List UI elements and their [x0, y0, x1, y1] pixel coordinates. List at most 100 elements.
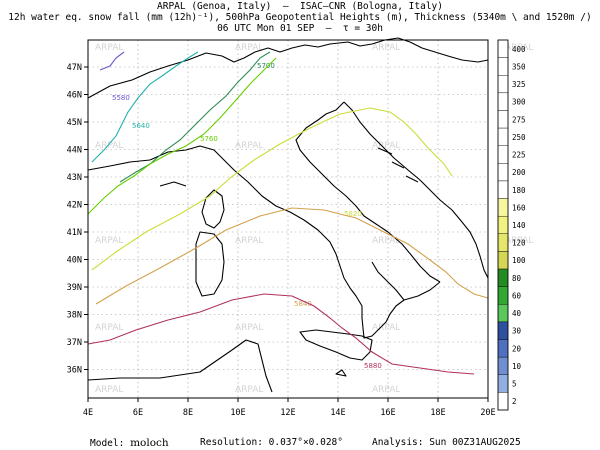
header-line-2: 12h water eq. snow fall (mm (12h)⁻¹), 50…	[8, 12, 592, 23]
colorbar-swatch	[497, 339, 509, 358]
lon-label: 6E	[133, 408, 143, 418]
header-line-1: ARPAL (Genoa, Italy) – ISAC–CNR (Bologna…	[157, 1, 443, 12]
colorbar-label: 400	[512, 45, 526, 54]
lat-label: 42N	[67, 201, 82, 211]
axis-labels: 4E 6E 8E 10E 12E 14E 16E 18E 20E 47N 46N 45N 44N 43N 4…	[67, 63, 496, 418]
contour-label: 5880	[364, 362, 382, 370]
lat-label: 38N	[67, 311, 82, 321]
watermark-text: ARPAL	[372, 385, 400, 395]
colorbar-swatch	[497, 392, 509, 411]
contour-label: 5580	[112, 94, 130, 102]
lat-label: 40N	[67, 256, 82, 266]
contour-label: 5840	[294, 300, 312, 308]
watermark-text: ARPAL	[95, 141, 123, 151]
colorbar-swatch	[497, 145, 509, 164]
lat-label: 46N	[67, 91, 82, 101]
watermark-text: ARPAL	[235, 43, 263, 53]
watermark-text: ARPAL	[95, 385, 123, 395]
colorbar-swatch	[497, 180, 509, 199]
contour-label: 5820	[344, 210, 362, 218]
footer-model: Model: moloch	[90, 437, 169, 449]
colorbar-swatch	[497, 75, 509, 94]
colorbar-label: 350	[512, 62, 526, 71]
watermark-text: ARPAL	[235, 323, 263, 333]
colorbar-label: 250	[512, 133, 526, 142]
colorbar-label: 180	[512, 186, 526, 195]
colorbar-label: 120	[512, 239, 526, 248]
coastline	[87, 37, 489, 393]
lat-label: 36N	[67, 366, 82, 376]
map-frame	[84, 39, 489, 402]
height-contour-line	[119, 51, 271, 183]
watermark-text: ARPAL	[372, 323, 400, 333]
colorbar-swatch	[497, 233, 509, 252]
lon-label: 12E	[280, 408, 295, 418]
colorbar-swatch	[497, 374, 509, 393]
colorbar-swatch	[497, 92, 509, 111]
colorbar-label: 10	[512, 362, 522, 371]
contour-label: 5640	[132, 122, 150, 130]
colorbar-swatch	[497, 251, 509, 270]
colorbar-label: 2	[512, 397, 517, 406]
colorbar-swatch	[497, 356, 509, 375]
lon-label: 20E	[480, 408, 495, 418]
plot-border	[87, 39, 489, 399]
model-label: Model:	[90, 438, 125, 449]
lon-label: 18E	[430, 408, 445, 418]
lon-label: 14E	[330, 408, 345, 418]
colorbar-label: 275	[512, 115, 526, 124]
colorbar-label: 300	[512, 98, 526, 107]
watermark-text: ARPAL	[372, 43, 400, 53]
height-contour-line	[87, 293, 475, 375]
footer-analysis: Analysis: Sun 00Z31AUG2025	[372, 437, 521, 448]
lon-label: 4E	[83, 408, 93, 418]
colorbar-label: 200	[512, 168, 526, 177]
contour-label: 5700	[257, 62, 275, 70]
colorbar-label: 225	[512, 151, 526, 160]
footer-resolution: Resolution: 0.037°×0.028°	[200, 437, 343, 448]
lat-label: 37N	[67, 338, 82, 348]
colorbar-label: 40	[512, 309, 522, 318]
watermark-text: ARPAL	[95, 236, 123, 246]
watermark-layer: ARPAL ARPAL ARPAL ARPAL ARPAL ARPAL ARPAL ARPAL…	[95, 43, 533, 395]
lon-label: 8E	[183, 408, 193, 418]
colorbar-swatch	[497, 57, 509, 76]
colorbar-swatch	[497, 39, 509, 58]
colorbar-swatch	[497, 110, 509, 129]
watermark-text: ARPAL	[235, 385, 263, 395]
lon-label: 10E	[230, 408, 245, 418]
colorbar-label: 325	[512, 80, 526, 89]
lat-label: 39N	[67, 283, 82, 293]
graticule	[88, 40, 488, 398]
colorbar-swatch	[497, 127, 509, 146]
isoline-layer: 5580 5640 5700 5760 5820 5840 5880	[87, 51, 489, 375]
lat-label: 41N	[67, 228, 82, 238]
colorbar-label: 100	[512, 256, 526, 265]
height-contour-line	[91, 107, 453, 271]
header-line-3: 06 UTC Mon 01 SEP – τ = 30h	[217, 23, 383, 34]
height-contour-line	[91, 51, 199, 163]
lat-label: 44N	[67, 146, 82, 156]
colorbar-swatch	[497, 215, 509, 235]
colorbar-label: 140	[512, 221, 526, 230]
colorbar-swatch	[497, 163, 509, 182]
colorbar: 400 350 325 300 275 250 225 200 180 160 140 120 100 8…	[497, 39, 526, 411]
colorbar-swatch	[497, 198, 509, 217]
colorbar-label: 160	[512, 203, 526, 212]
colorbar-label: 20	[512, 344, 522, 353]
colorbar-border	[497, 39, 509, 411]
colorbar-label: 80	[512, 274, 522, 283]
contour-label: 5760	[200, 135, 218, 143]
colorbar-label: 60	[512, 291, 522, 300]
lon-label: 16E	[380, 408, 395, 418]
watermark-text: ARPAL	[372, 141, 400, 151]
colorbar-label: 30	[512, 327, 522, 336]
watermark-text: ARPAL	[235, 141, 263, 151]
colorbar-swatch	[497, 321, 509, 340]
colorbar-swatch	[497, 286, 509, 305]
colorbar-label: 5	[512, 380, 517, 389]
model-value: moloch	[130, 437, 169, 449]
colorbar-swatch	[497, 304, 509, 323]
lat-label: 47N	[67, 63, 82, 73]
